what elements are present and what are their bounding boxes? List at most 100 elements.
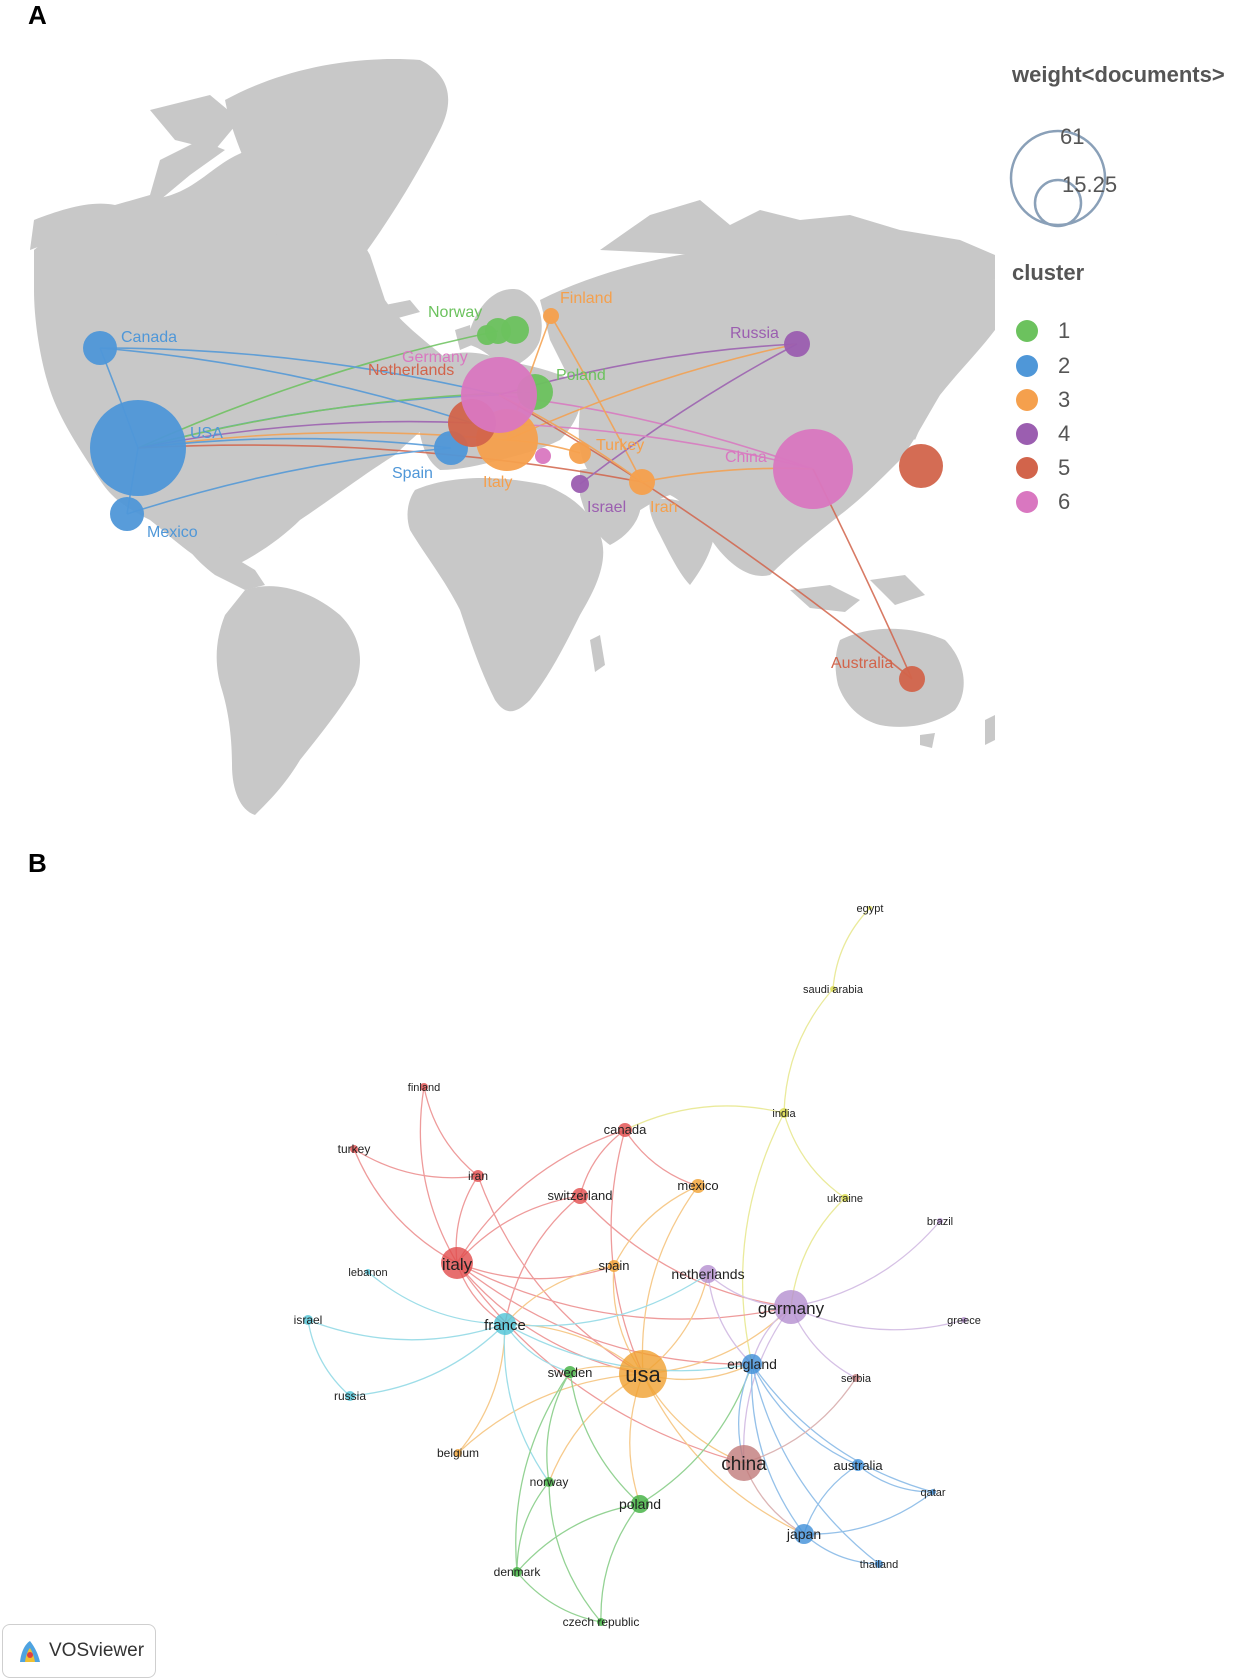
network-edge-spain-france [504, 1265, 615, 1325]
network-node-lebanon [365, 1269, 371, 1275]
network-label-france: france [484, 1317, 526, 1334]
map-label-spain: Spain [392, 465, 433, 482]
cluster-2-label: 2 [1058, 353, 1071, 378]
network-node-ukraine [841, 1194, 849, 1202]
network-label-usa: usa [625, 1362, 661, 1387]
network-label-qatar: qatar [920, 1487, 945, 1499]
cluster-6-label: 6 [1058, 489, 1071, 514]
land-tasmania [920, 733, 935, 748]
map-label-mexico: Mexico [147, 524, 198, 541]
network-edge-israel-france [307, 1319, 506, 1341]
network-edge-netherlands-england [707, 1273, 753, 1365]
network-label-ukraine: ukraine [827, 1193, 863, 1205]
network-label-mexico: mexico [677, 1178, 718, 1193]
map-node-canada [83, 331, 117, 365]
network-edge-canada-usa [610, 1129, 644, 1375]
map-edge-finland-iran [550, 315, 643, 483]
cluster-4-dot [1016, 423, 1038, 445]
map-edge-germany-australia [498, 394, 913, 680]
network-node-israel [303, 1315, 313, 1325]
network-node-turkey [350, 1145, 358, 1153]
network-label-norway: norway [530, 1475, 569, 1489]
network-node-saudi-arabia [830, 986, 836, 992]
map-edge-usa-iran [137, 444, 643, 483]
network-edge-saudi-arabia-india [783, 988, 834, 1114]
land-se-asia-islands [790, 575, 925, 612]
network-label-turkey: turkey [338, 1142, 371, 1156]
map-label-iran: Iran [650, 499, 678, 516]
map-node-iran [629, 469, 655, 495]
network-edge-germany-greece [790, 1306, 965, 1331]
network-edge-mexico-spain [613, 1185, 699, 1267]
network-node-greece [961, 1317, 967, 1323]
network-label-brazil: brazil [927, 1216, 953, 1228]
legend-cluster-2: 2 [1016, 353, 1070, 379]
network-node-japan [794, 1524, 814, 1544]
panel-label-a: A [28, 0, 47, 30]
network-label-serbia: serbia [841, 1373, 872, 1385]
network-label-egypt: egypt [857, 903, 884, 915]
land-south-america [216, 586, 360, 815]
network-node-spain [608, 1260, 620, 1272]
map-node-norway [485, 318, 511, 344]
network-edge-germany-brazil [790, 1220, 941, 1308]
legend-cluster-5: 5 [1016, 455, 1070, 481]
network-label-finland: finland [408, 1082, 440, 1094]
cluster-5-label: 5 [1058, 455, 1071, 480]
network-edge-switzerland-germany [579, 1195, 792, 1308]
map-node-china [773, 429, 853, 509]
cluster-3-dot [1016, 389, 1038, 411]
network-label-canada: canada [604, 1122, 647, 1137]
network-label-thailand: thailand [860, 1559, 899, 1571]
map-label-russia: Russia [730, 325, 779, 342]
network-edge-italy-england [456, 1262, 753, 1365]
network-label-sweden: sweden [548, 1365, 593, 1380]
vosviewer-badge: VOSviewer [2, 1624, 156, 1678]
network-node-usa [619, 1350, 667, 1398]
network-edge-finland-iran [423, 1086, 479, 1177]
land-madagascar [590, 635, 605, 672]
network-edge-england-thailand [751, 1363, 880, 1565]
map-node-usa [90, 400, 186, 496]
network-edge-turkey-iran [353, 1148, 479, 1179]
map-edge-israel-russia [579, 343, 798, 485]
network-label-greece: greece [947, 1315, 981, 1327]
map-label-germany: Germany [402, 349, 468, 366]
network-edge-turkey-italy [353, 1148, 458, 1264]
network-label-india: india [772, 1108, 796, 1120]
network-edge-australia-japan [803, 1464, 859, 1535]
network-edge-sweden-norway [546, 1371, 571, 1483]
cluster-1-dot [1016, 320, 1038, 342]
legend-cluster-3: 3 [1016, 387, 1070, 413]
network-label-denmark: denmark [494, 1565, 542, 1579]
map-node-australia [899, 666, 925, 692]
map-node-finland [543, 308, 559, 324]
map-node-israel [571, 475, 589, 493]
land-central-america [170, 515, 265, 590]
land-africa [407, 478, 604, 712]
network-edge-lebanon-france [367, 1271, 506, 1325]
network-edge-sweden-poland [569, 1371, 641, 1505]
network-node-switzerland [572, 1188, 588, 1204]
network-label-netherlands: netherlands [671, 1266, 744, 1282]
network-edge-poland-czech-republic [600, 1503, 641, 1623]
network-node-russia [345, 1391, 355, 1401]
network-node-belgium [454, 1449, 462, 1457]
network-label-iran: iran [468, 1169, 488, 1183]
network-edge-england-australia [751, 1363, 859, 1466]
network-label-japan: japan [786, 1526, 821, 1542]
map-label-canada: Canada [121, 329, 177, 346]
network-label-switzerland: switzerland [547, 1188, 612, 1203]
network-node-denmark [512, 1567, 522, 1577]
map-node-russia [784, 331, 810, 357]
network-label-spain: spain [598, 1258, 629, 1273]
land-uk [455, 325, 472, 350]
network-label-china: china [721, 1454, 767, 1475]
land-japan [905, 385, 928, 440]
network-node-australia [852, 1459, 864, 1471]
network-node-thailand [875, 1560, 883, 1568]
network-label-russia: russia [334, 1389, 366, 1403]
map-edge-canada-germany [99, 347, 500, 396]
network-edge-india-canada [624, 1105, 785, 1131]
